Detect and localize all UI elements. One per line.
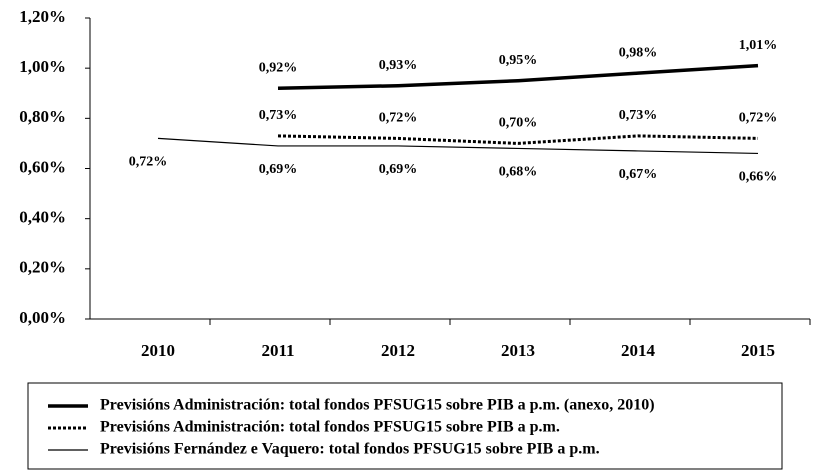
legend-label: Previsións Administración: total fondos … xyxy=(100,397,655,414)
data-label: 0,73% xyxy=(619,108,658,123)
series-line xyxy=(157,137,759,155)
data-label: 0,95% xyxy=(499,53,538,68)
data-label: 0,66% xyxy=(739,170,778,185)
x-tick-label: 2012 xyxy=(381,341,415,360)
y-tick-label: 0,60% xyxy=(19,157,66,176)
data-label: 0,68% xyxy=(499,165,538,180)
data-label: 0,73% xyxy=(259,108,298,123)
data-label: 0,67% xyxy=(619,167,658,182)
x-tick-label: 2010 xyxy=(141,341,175,360)
x-tick-label: 2013 xyxy=(501,341,535,360)
data-label: 0,72% xyxy=(379,111,418,126)
data-label: 0,69% xyxy=(379,162,418,177)
data-label: 0,98% xyxy=(619,45,658,60)
legend-box xyxy=(27,382,783,470)
data-label: 0,72% xyxy=(739,111,778,126)
data-label: 0,72% xyxy=(129,155,168,170)
data-label: 0,92% xyxy=(259,60,298,75)
y-tick-label: 0,20% xyxy=(19,258,66,277)
y-tick-label: 1,20% xyxy=(19,7,66,26)
y-tick-label: 0,00% xyxy=(19,308,66,327)
x-tick-label: 2011 xyxy=(261,341,294,360)
data-label: 0,69% xyxy=(259,162,298,177)
data-label: 0,70% xyxy=(499,116,538,131)
x-tick-label: 2014 xyxy=(621,341,656,360)
x-tick-label: 2015 xyxy=(741,341,775,360)
data-label: 1,01% xyxy=(739,38,778,53)
legend-label: Previsións Fernández e Vaquero: total fo… xyxy=(100,441,600,458)
series-line xyxy=(277,134,759,145)
legend-label: Previsións Administración: total fondos … xyxy=(100,419,560,436)
y-tick-label: 0,40% xyxy=(19,208,66,227)
data-label: 0,93% xyxy=(379,58,418,73)
y-tick-label: 0,80% xyxy=(19,107,66,126)
y-tick-label: 1,00% xyxy=(19,57,66,76)
series-line xyxy=(277,63,759,90)
